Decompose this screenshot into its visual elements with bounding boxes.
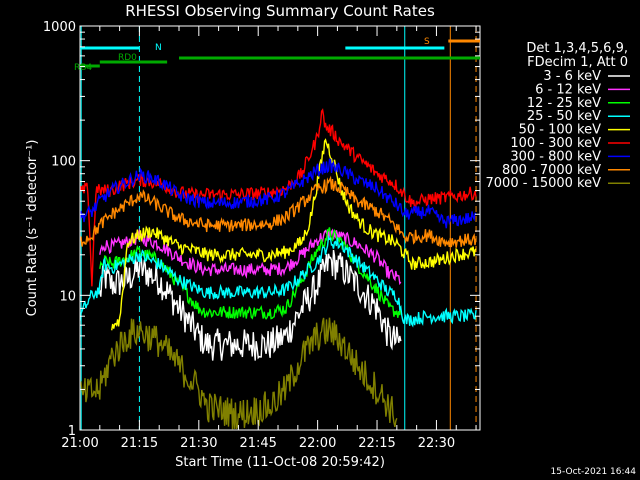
- legend-label: 50 - 100 keV: [519, 123, 602, 138]
- series-line-50-100-kev: [111, 138, 477, 331]
- series-line-12-25-kev: [99, 227, 402, 320]
- plot-frame: [79, 25, 481, 431]
- plot-area: [80, 26, 477, 430]
- chart-title: RHESSI Observing Summary Count Rates: [125, 2, 435, 20]
- series-line-7000-15000-kev: [80, 317, 398, 430]
- legend-label: 300 - 800 keV: [510, 149, 601, 164]
- legend-label: 800 - 7000 keV: [502, 163, 601, 178]
- x-tick-label: 21:45: [239, 436, 276, 451]
- series-line-3-6-kev: [99, 249, 402, 361]
- y-axis-label: Count Rate (s⁻¹ detector⁻¹): [25, 140, 40, 317]
- legend-label: 100 - 300 keV: [510, 136, 601, 151]
- x-axis-label: Start Time (11-Oct-08 20:59:42): [175, 455, 385, 470]
- x-tick-label: 21:00: [61, 436, 98, 451]
- y-tick-label: 100: [51, 155, 76, 170]
- y-tick-label: 10: [59, 289, 76, 304]
- legend-label: 7000 - 15000 keV: [486, 176, 602, 191]
- annotation-label-n: N: [155, 43, 162, 53]
- legend-label: 12 - 25 keV: [527, 96, 601, 111]
- series-line-800-7000-kev: [80, 175, 477, 248]
- annotation-label-rd0: RD0: [118, 53, 137, 63]
- x-tick-label: 22:00: [299, 436, 336, 451]
- legend-header-line-1: Det 1,3,4,5,6,9,: [526, 41, 628, 56]
- x-tick-label: 22:30: [418, 436, 455, 451]
- x-tick-label: 21:30: [180, 436, 217, 451]
- legend-label: 3 - 6 keV: [543, 69, 601, 84]
- legend-label: 25 - 50 keV: [527, 109, 601, 124]
- annotation-label-rb4: RB4: [74, 63, 92, 73]
- footer-timestamp: 15-Oct-2021 16:44: [551, 467, 637, 477]
- series-line-300-800-kev: [80, 158, 477, 229]
- legend-label: 6 - 12 keV: [535, 82, 601, 97]
- y-tick-label: 1000: [43, 20, 76, 35]
- x-tick-label: 21:15: [121, 436, 158, 451]
- y-tick-label: 1: [68, 424, 76, 439]
- legend: Det 1,3,4,5,6,9, FDecim 1, Att 0 3 - 6 k…: [486, 41, 630, 191]
- legend-header-line-2: FDecim 1, Att 0: [527, 55, 628, 70]
- annotation-label-s: S: [424, 37, 430, 47]
- x-tick-label: 22:15: [358, 436, 395, 451]
- series-line-25-50-kev: [80, 235, 477, 328]
